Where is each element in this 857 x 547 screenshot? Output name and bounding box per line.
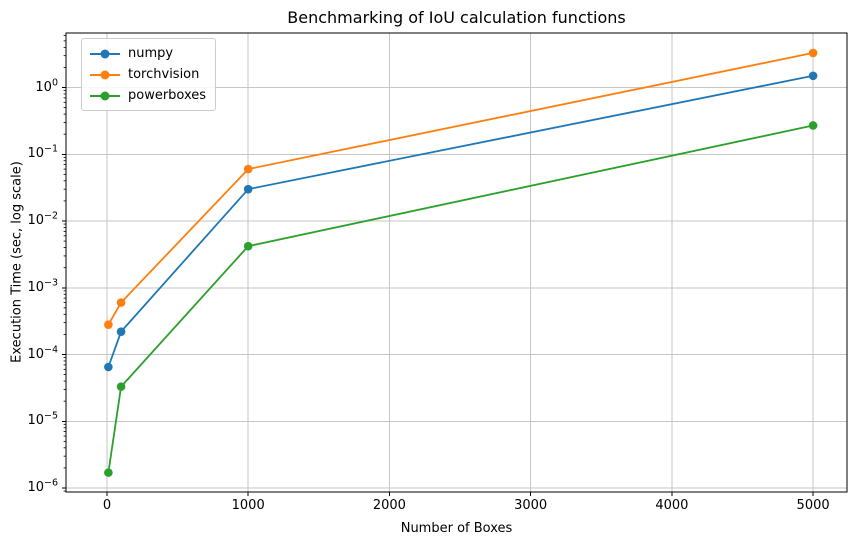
legend-item-powerboxes: powerboxes — [90, 86, 206, 105]
data-point-numpy — [808, 71, 818, 81]
legend-line-marker-sample — [90, 70, 120, 80]
x-axis-label: Number of Boxes — [400, 521, 513, 536]
data-point-numpy — [243, 184, 253, 194]
data-point-powerboxes — [116, 382, 126, 391]
legend: numpy torchvision powerboxes — [81, 38, 217, 111]
y-tick-label: 100 — [35, 77, 58, 95]
data-point-torchvision — [808, 48, 818, 58]
legend-label: torchvision — [128, 67, 200, 82]
y-axis-label: Execution Time (sec, log scale) — [9, 161, 25, 363]
legend-item-numpy: numpy — [90, 44, 206, 63]
data-point-numpy — [116, 327, 126, 336]
data-point-powerboxes — [243, 241, 253, 251]
x-tick-label: 0 — [102, 498, 112, 513]
legend-label: numpy — [128, 46, 174, 61]
data-point-numpy — [104, 362, 113, 372]
series-line-torchvision — [107, 52, 815, 326]
legend-label: powerboxes — [128, 88, 207, 103]
x-tick-label: 2000 — [372, 498, 406, 513]
data-point-powerboxes — [808, 121, 818, 130]
x-tick-label: 4000 — [655, 498, 689, 513]
data-point-torchvision — [243, 164, 253, 174]
x-tick-label: 5000 — [796, 498, 830, 513]
data-point-powerboxes — [104, 468, 113, 477]
legend-item-torchvision: torchvision — [90, 65, 206, 84]
series-line-numpy — [107, 74, 815, 368]
series-line-powerboxes — [107, 124, 815, 474]
x-tick-label: 1000 — [231, 498, 265, 513]
axes-spines — [65, 32, 848, 493]
data-point-torchvision — [116, 298, 126, 307]
chart-title: Benchmarking of IoU calculation function… — [287, 8, 626, 27]
y-tick-label: 10−1 — [27, 143, 58, 162]
y-tick-label: 10−3 — [27, 277, 58, 295]
legend-line-marker-sample — [90, 91, 120, 101]
legend-line-marker-sample — [90, 49, 120, 59]
y-tick-label: 10−6 — [27, 477, 58, 495]
y-tick-label: 10−5 — [27, 410, 58, 429]
data-point-torchvision — [104, 320, 113, 329]
y-tick-label: 10−4 — [27, 344, 58, 362]
x-tick-label: 3000 — [514, 498, 548, 513]
y-tick-label: 10−2 — [27, 210, 58, 229]
